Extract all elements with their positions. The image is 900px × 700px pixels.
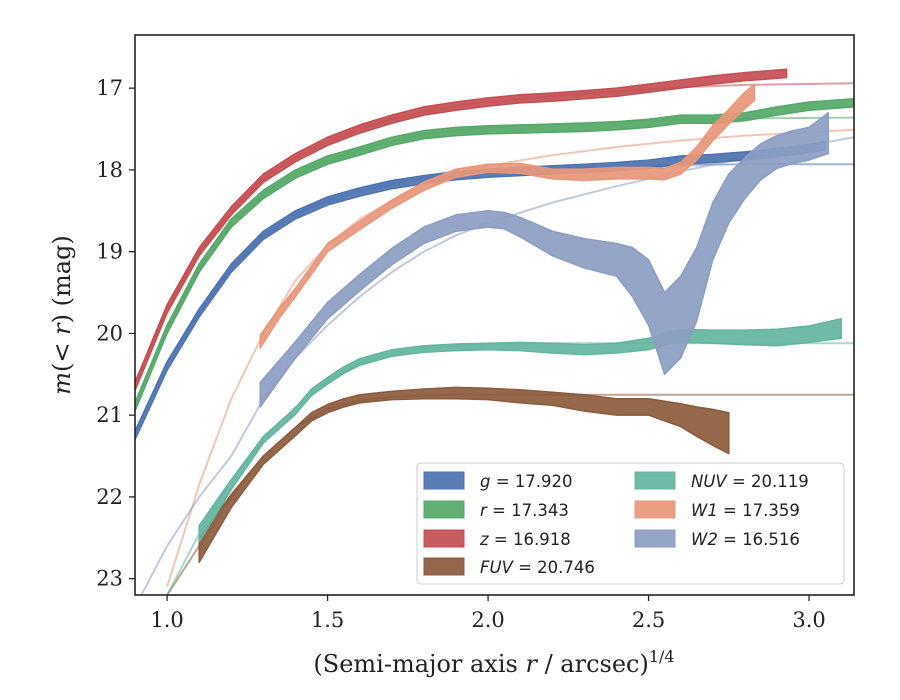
plot-frame xyxy=(134,34,855,596)
y-tick-label: 21 xyxy=(96,403,123,427)
band-fuv xyxy=(198,386,730,564)
legend-label-w1: W1 = 17.359 xyxy=(691,501,800,520)
legend-label-w2: W2 = 16.516 xyxy=(691,530,800,549)
legend-swatch-nuv xyxy=(634,471,676,490)
legend-swatch-w1 xyxy=(634,500,676,519)
legend-swatch-w2 xyxy=(634,529,676,548)
band-z xyxy=(135,68,788,392)
legend-label-r: r = 17.343 xyxy=(480,501,569,520)
y-axis-label: m(< r) (mag) xyxy=(48,235,76,395)
legend: g = 17.920 r = 17.343 z = 16.918 FUV = 20.7… xyxy=(416,462,845,585)
x-tick-label: 1.0 xyxy=(150,608,183,632)
band-nuv xyxy=(198,317,842,543)
y-tick-label: 22 xyxy=(96,485,123,509)
x-tick-label: 2.5 xyxy=(632,608,665,632)
y-tick-label: 23 xyxy=(96,567,123,591)
legend-swatch-z xyxy=(423,529,465,548)
y-tick-label: 18 xyxy=(96,158,123,182)
y-tick-label: 17 xyxy=(96,76,123,100)
x-axis: 1.0 1.5 2.0 2.5 3.0 xyxy=(150,595,826,632)
band-w1 xyxy=(259,83,756,349)
legend-label-nuv: NUV = 20.119 xyxy=(691,472,809,491)
x-tick-label: 3.0 xyxy=(792,608,825,632)
model-curve-w2 xyxy=(140,136,854,595)
series-layer xyxy=(135,68,854,595)
y-tick-label: 19 xyxy=(96,240,123,264)
band-w2 xyxy=(259,111,830,408)
legend-label-fuv: FUV = 20.746 xyxy=(480,558,595,577)
y-tick-label: 20 xyxy=(96,321,123,345)
legend-label-z: z = 16.918 xyxy=(479,530,571,549)
y-axis: 17 18 19 20 21 22 23 xyxy=(96,76,135,591)
legend-swatch-g xyxy=(423,471,465,490)
x-axis-label: (Semi-major axis r / arcsec)1/4 xyxy=(313,647,674,678)
legend-label-g: g = 17.920 xyxy=(480,472,573,491)
x-tick-label: 2.0 xyxy=(471,608,504,632)
legend-swatch-fuv xyxy=(423,557,465,576)
legend-swatch-r xyxy=(423,500,465,519)
band-r xyxy=(135,98,854,412)
legend-box xyxy=(416,462,845,585)
x-tick-label: 1.5 xyxy=(311,608,344,632)
